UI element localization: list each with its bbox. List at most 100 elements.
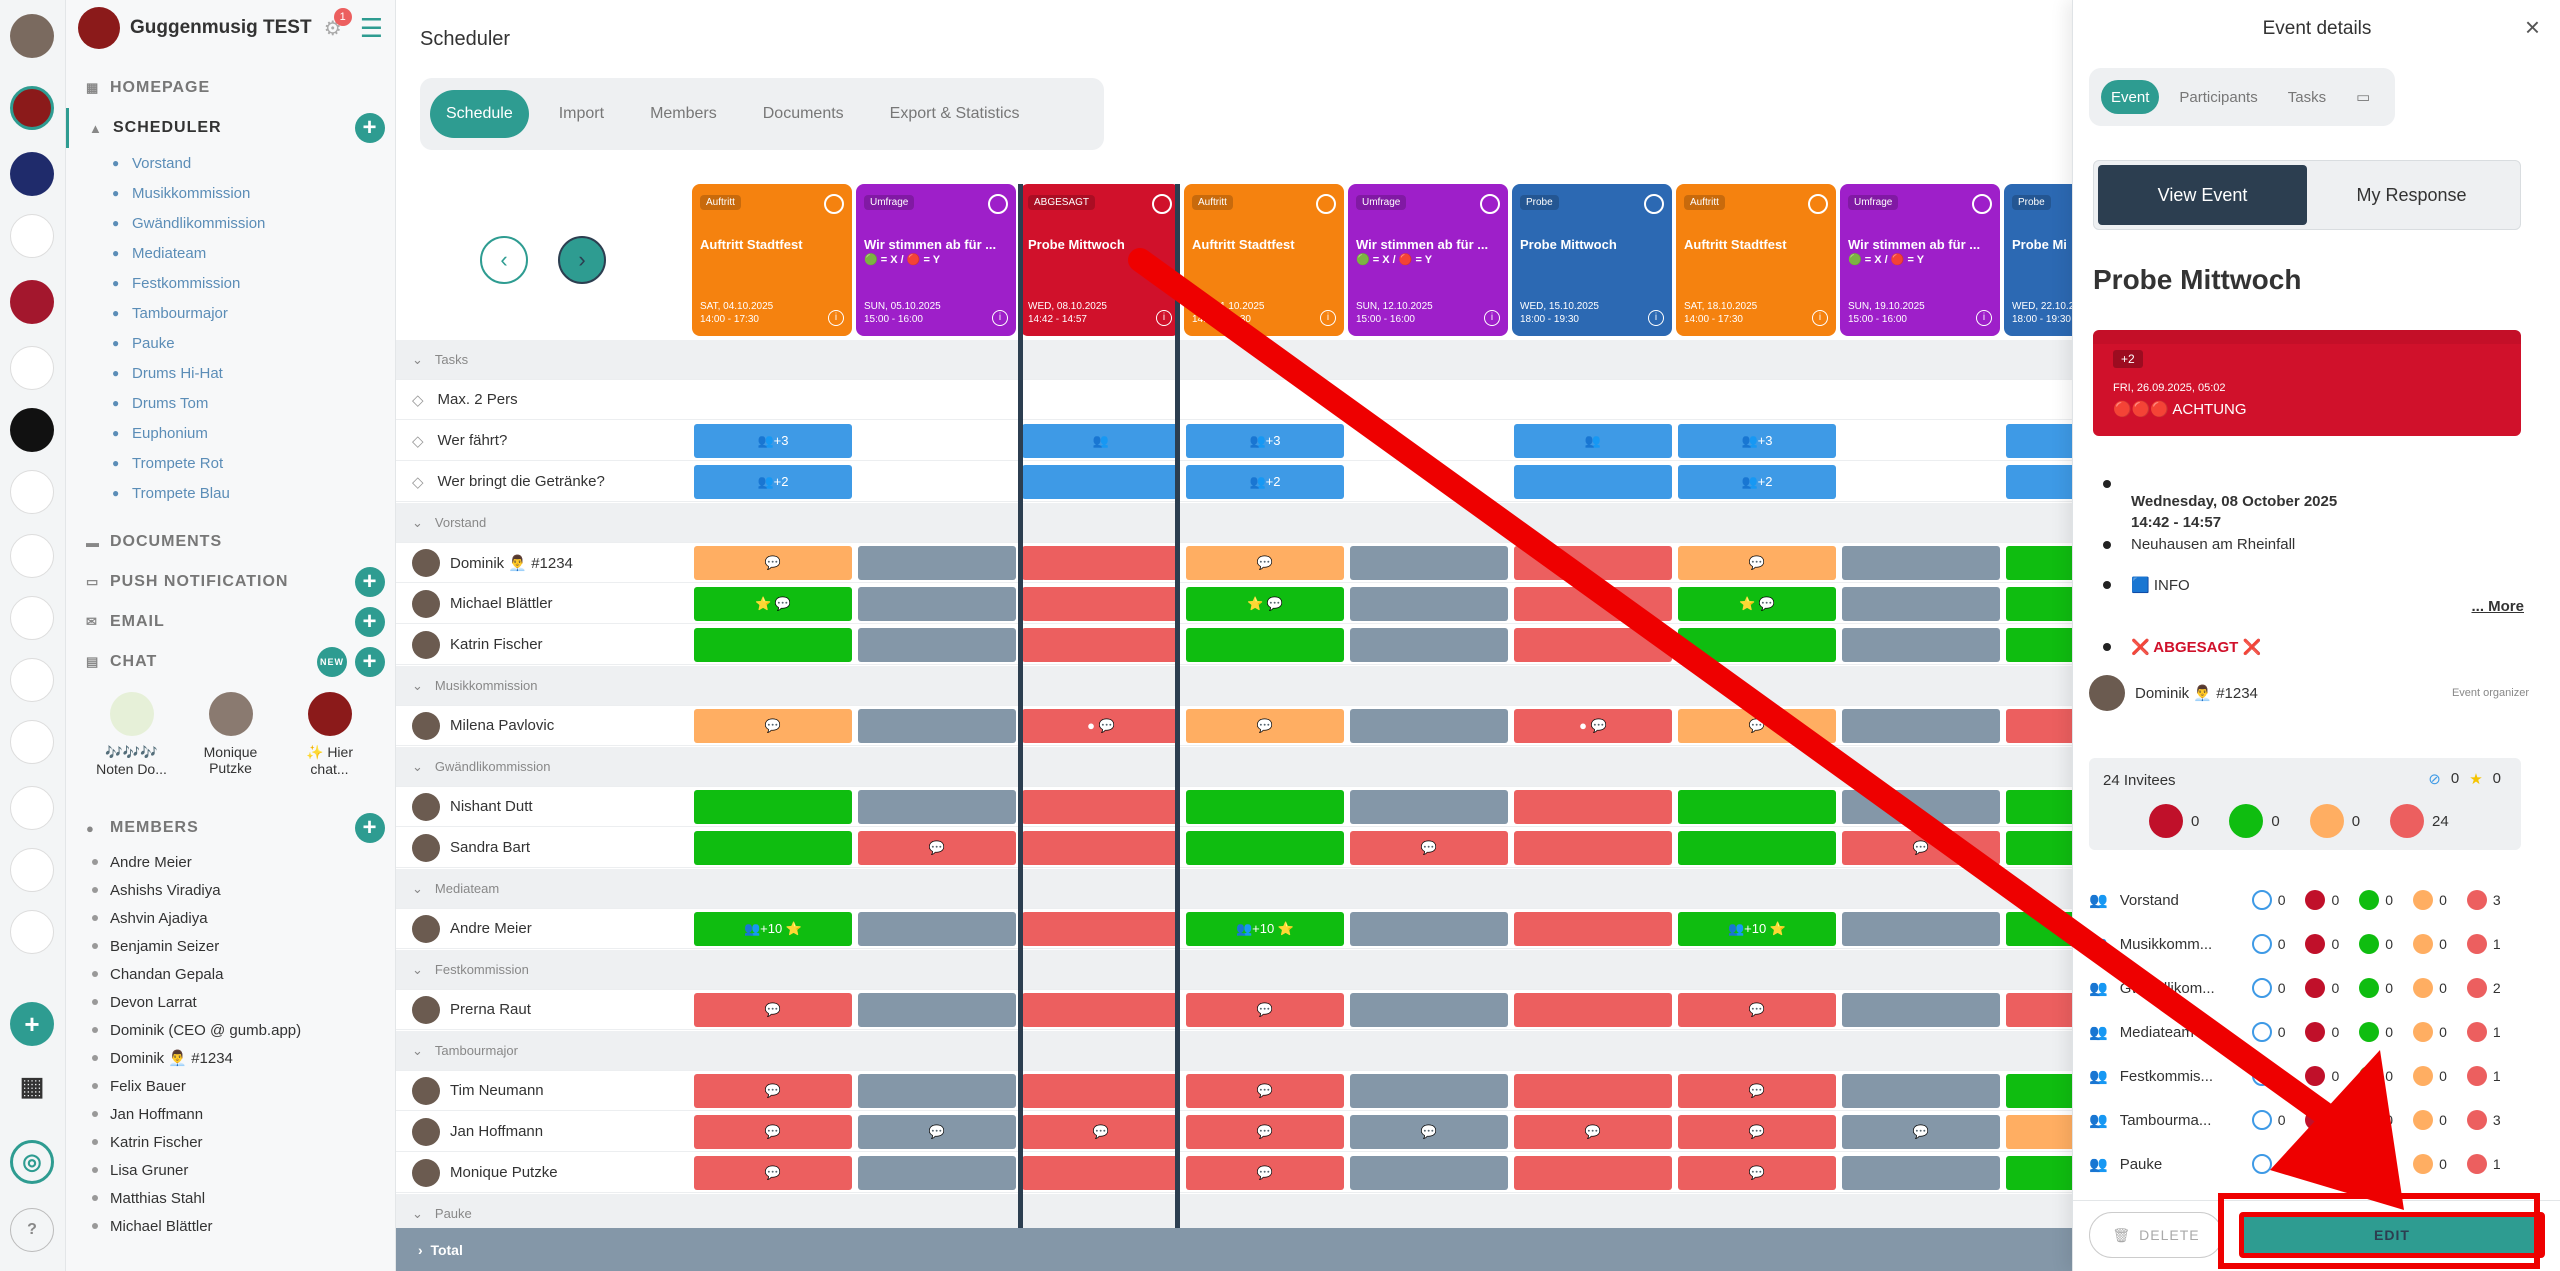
member-item[interactable]: Ashishs Viradiya [66,876,395,904]
response-cell[interactable]: 💬 [1186,1115,1344,1149]
chat-item[interactable]: ✨ Hier chat... [290,692,369,782]
org-avatar[interactable] [10,214,54,258]
view-event-button[interactable]: View Event [2098,165,2307,225]
nav-homepage[interactable]: ▦ HOMEPAGE [66,68,395,108]
panel-tab-participants[interactable]: Participants [2179,88,2258,106]
response-cell[interactable]: ⭐ 💬 [694,587,852,621]
org-avatar-active[interactable] [10,86,54,130]
response-cell[interactable] [1022,790,1180,824]
response-cell[interactable] [1678,831,1836,865]
member-row[interactable]: Jan Hoffmann 💬 💬 💬 💬 💬 💬 💬 💬 [396,1112,2072,1152]
task-row[interactable]: ◇ Max. 2 Pers [396,380,2072,420]
member-item[interactable]: Katrin Fischer [66,1128,395,1156]
task-row[interactable]: ◇ Wer bringt die Getränke? 👥+2 👥+2 👥+2 [396,462,2072,502]
member-row[interactable]: Michael Blättler ⭐ 💬 ⭐ 💬 ⭐ 💬 [396,584,2072,624]
group-header-row[interactable]: ⌄ Tambourmajor [396,1031,2072,1071]
group-header-row[interactable]: ⌄ Tasks [396,340,2072,380]
response-cell[interactable] [2006,628,2072,662]
more-options-icon[interactable] [1480,194,1500,214]
response-cell[interactable] [1678,790,1836,824]
response-cell[interactable] [1350,1074,1508,1108]
response-cell[interactable] [1842,1156,2000,1190]
response-cell[interactable]: ● 💬 [1514,709,1672,743]
sidebar-group-item[interactable]: ● Drums Hi-Hat [66,358,395,388]
member-item[interactable]: Chandan Gepala [66,960,395,988]
response-cell[interactable]: 💬 [1678,1115,1836,1149]
tab-import[interactable]: Import [558,105,605,122]
task-row[interactable]: ◇Wer fährt?👥+3👥👥+3👥👥+3👥 [396,421,2072,461]
response-cell[interactable] [1022,1074,1180,1108]
response-cell[interactable] [1186,628,1344,662]
response-cell[interactable]: 💬 [1022,1115,1180,1149]
response-cell[interactable] [1514,546,1672,580]
tab-export-statistics[interactable]: Export & Statistics [889,105,1020,122]
org-avatar[interactable] [10,596,54,640]
response-cell[interactable]: 💬 [1186,546,1344,580]
group-header-row[interactable]: ⌄ Musikkommission [396,666,2072,706]
info-icon[interactable]: i [828,310,844,326]
response-cell[interactable] [1350,546,1508,580]
org-avatar[interactable] [10,152,54,196]
response-cell[interactable] [2006,790,2072,824]
event-card[interactable]: Umfrage Wir stimmen ab für ... 🟢 = X / 🔴 =… [856,184,1016,336]
response-cell[interactable] [1022,993,1180,1027]
response-cell[interactable] [1842,1074,2000,1108]
response-cell[interactable] [1842,709,2000,743]
response-cell[interactable]: 💬 [858,831,1016,865]
response-cell[interactable] [1022,831,1180,865]
response-cell[interactable] [858,628,1016,662]
sidebar-group-item[interactable]: ● Mediateam [66,238,395,268]
add-chat-button[interactable]: + [355,647,385,677]
response-cell[interactable] [1514,1074,1672,1108]
response-cell[interactable] [858,709,1016,743]
sidebar-group-item[interactable]: ● Drums Tom [66,388,395,418]
group-header-row[interactable]: ⌄ Mediateam [396,869,2072,909]
group-header-row[interactable]: ⌄ Vorstand [396,503,2072,543]
response-cell[interactable] [2006,912,2072,946]
event-card[interactable]: Auftritt Auftritt Stadtfest SAT, 11.10.202… [1184,184,1344,336]
group-header-row[interactable]: ⌄ Gwändlikommission [396,747,2072,787]
chat-item[interactable]: 🎶🎶🎶 Noten Do... [92,692,171,782]
member-row[interactable]: Andre Meier 👥+10 ⭐ 👥+10 ⭐ 👥+10 ⭐ [396,909,2072,949]
response-cell[interactable] [858,1156,1016,1190]
org-avatar[interactable] [10,848,54,892]
member-item[interactable]: Michael Blättler [66,1212,395,1240]
sidebar-group-item[interactable]: ● Pauke [66,328,395,358]
nav-push[interactable]: ▭ PUSH NOTIFICATION + [66,562,395,602]
org-avatar[interactable] [10,470,54,514]
response-cell[interactable] [1350,1156,1508,1190]
sidebar-group-item[interactable]: ● Tambourmajor [66,298,395,328]
member-row[interactable]: Dominik 👨‍💼 #1234 💬 💬 💬 [396,543,2072,583]
response-cell[interactable]: 👥+10 ⭐ [694,912,852,946]
response-cell[interactable]: 💬 [1186,993,1344,1027]
response-cell[interactable] [694,790,852,824]
response-cell[interactable]: 💬 [694,993,852,1027]
close-icon[interactable]: × [2524,12,2540,42]
response-cell[interactable]: 💬 [1186,1156,1344,1190]
nav-email[interactable]: ✉ EMAIL + [66,602,395,642]
response-cell[interactable] [2006,587,2072,621]
sidebar-group-item[interactable]: ● Vorstand [66,148,395,178]
member-row[interactable]: Katrin Fischer [396,625,2072,665]
org-avatar[interactable] [10,910,54,954]
response-cell[interactable] [1842,628,2000,662]
prev-button[interactable]: ‹ [480,236,528,284]
member-row[interactable]: Tim Neumann 💬 💬 💬 [396,1071,2072,1111]
member-row[interactable]: Sandra Bart 💬 💬 💬 [396,828,2072,868]
org-avatar[interactable] [10,280,54,324]
response-cell[interactable] [858,546,1016,580]
org-avatar[interactable] [10,408,54,452]
my-response-button[interactable]: My Response [2356,184,2467,205]
folder-icon[interactable]: ▭ [2356,89,2371,106]
more-options-icon[interactable] [1316,194,1336,214]
panel-tab-tasks[interactable]: Tasks [2287,88,2327,106]
member-row[interactable]: Milena Pavlovic 💬 ● 💬 💬 ● 💬 💬 [396,706,2072,746]
response-cell[interactable]: 💬 [1350,831,1508,865]
response-cell[interactable] [858,790,1016,824]
response-cell[interactable]: 👥 [2006,424,2072,458]
response-cell[interactable] [1842,546,2000,580]
group-header-row[interactable]: ⌄ Pauke [396,1194,2072,1234]
grid-icon[interactable]: ▦ [19,1070,45,1101]
response-cell[interactable]: 💬 [694,1115,852,1149]
sidebar-group-item[interactable]: ● Trompete Blau [66,478,395,508]
